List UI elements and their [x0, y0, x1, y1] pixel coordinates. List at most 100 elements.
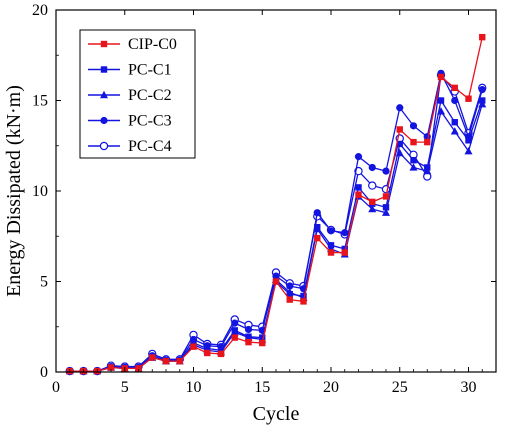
- legend-item-pc-c2: PC-C2: [88, 87, 172, 104]
- legend-marker: [100, 40, 108, 48]
- legend-item-pc-c3: PC-C3: [88, 113, 172, 130]
- data-point-pc-c4: [368, 181, 377, 190]
- y-tick-label: 10: [32, 183, 48, 200]
- data-point-pc-c3: [244, 325, 253, 334]
- data-point-pc-c3: [313, 209, 321, 217]
- data-point-cip-c0: [231, 334, 238, 341]
- x-tick-label: 25: [392, 379, 408, 396]
- data-point-pc-c1: [217, 347, 225, 354]
- x-tick-label: 30: [461, 379, 477, 396]
- data-point-pc-c3: [327, 227, 335, 235]
- data-point-pc-c1: [190, 339, 197, 347]
- data-point-cip-c0: [300, 298, 307, 305]
- data-point-pc-c3: [354, 153, 363, 161]
- data-point-cip-c0: [272, 278, 280, 285]
- data-point-pc-c1: [259, 334, 266, 341]
- data-point-cip-c0: [217, 350, 225, 358]
- x-tick-label: 0: [52, 379, 60, 396]
- data-point-pc-c2: [464, 146, 473, 155]
- data-point-cip-c0: [424, 138, 431, 146]
- legend-box: [79, 29, 196, 159]
- legend: CIP-C0 PC-C1 PC-C2 PC-C3 PC-C4: [79, 29, 196, 159]
- data-point-pc-c1: [245, 333, 252, 340]
- y-tick-label: 0: [40, 364, 48, 381]
- data-point-cip-c0: [382, 193, 390, 200]
- axis-layer: 0 5 10 15 20 25 30 0 5 10 15 20: [32, 2, 496, 396]
- x-tick-label: 10: [186, 379, 202, 396]
- data-point-cip-c0: [479, 33, 486, 41]
- data-point-pc-c1: [231, 327, 238, 334]
- legend-marker: [100, 90, 108, 99]
- data-point-cip-c0: [396, 126, 403, 133]
- data-point-cip-c0: [190, 343, 197, 350]
- data-point-cip-c0: [465, 95, 472, 102]
- x-tick-label: 15: [254, 379, 270, 396]
- data-point-cip-c0: [245, 338, 252, 346]
- data-point-pc-c1: [437, 97, 445, 104]
- data-point-cip-c0: [410, 138, 417, 146]
- data-point-pc-c3: [368, 163, 376, 172]
- legend-item-pc-c4: PC-C4: [88, 138, 172, 155]
- data-point-cip-c0: [327, 249, 335, 256]
- y-tick-label: 20: [32, 2, 48, 19]
- legend-label: CIP-C0: [128, 36, 177, 53]
- data-point-cip-c0: [176, 357, 183, 365]
- y-tick-label: 15: [32, 93, 48, 110]
- data-point-pc-c3: [231, 319, 239, 327]
- data-point-cip-c0: [437, 73, 445, 81]
- data-point-cip-c0: [286, 296, 293, 303]
- legend-label: PC-C3: [128, 113, 172, 130]
- data-point-pc-c1: [341, 245, 348, 253]
- legend-marker: [100, 116, 108, 125]
- data-point-pc-c3: [396, 104, 404, 112]
- data-point-pc-c1: [465, 137, 472, 144]
- data-point-pc-c1: [300, 292, 307, 300]
- data-point-cip-c0: [107, 364, 115, 371]
- legend-label: PC-C2: [128, 87, 172, 104]
- y-axis-title: Energy Dissipated (kN·m): [3, 85, 25, 297]
- x-tick-label: 20: [323, 379, 339, 396]
- data-point-pc-c1: [424, 164, 431, 171]
- data-point-pc-c1: [396, 140, 403, 148]
- data-point-cip-c0: [341, 249, 348, 256]
- data-point-cip-c0: [149, 354, 156, 361]
- data-point-pc-c3: [451, 96, 459, 105]
- data-point-pc-c3: [382, 167, 390, 175]
- data-point-pc-c1: [204, 345, 211, 352]
- x-tick-label: 5: [121, 379, 129, 396]
- data-point-cip-c0: [451, 84, 458, 92]
- data-point-pc-c1: [479, 97, 486, 104]
- data-point-pc-c1: [286, 290, 293, 298]
- legend-label: PC-C4: [128, 138, 172, 155]
- data-point-pc-c1: [451, 119, 458, 126]
- legend-item-cip-c0: CIP-C0: [88, 36, 177, 53]
- data-point-cip-c0: [369, 198, 376, 206]
- data-point-cip-c0: [135, 365, 142, 372]
- legend-item-pc-c1: PC-C1: [88, 62, 172, 79]
- data-point-cip-c0: [314, 234, 321, 242]
- data-point-pc-c2: [409, 163, 418, 171]
- data-point-pc-c3: [341, 229, 349, 237]
- data-point-cip-c0: [162, 357, 170, 365]
- data-point-cip-c0: [355, 191, 362, 198]
- x-axis-title: Cycle: [253, 403, 300, 425]
- data-point-cip-c0: [204, 349, 211, 357]
- series-cip-c0: [66, 33, 486, 375]
- data-point-pc-c1: [327, 242, 335, 249]
- data-point-pc-c1: [410, 157, 417, 164]
- data-point-pc-c1: [382, 204, 390, 211]
- data-point-pc-c1: [314, 224, 321, 231]
- data-point-pc-c2: [368, 204, 377, 213]
- data-point-pc-c3: [409, 122, 418, 130]
- data-point-pc-c3: [286, 282, 294, 290]
- legend-marker: [100, 66, 108, 73]
- legend-label: PC-C1: [128, 62, 172, 79]
- data-point-pc-c2: [450, 127, 459, 135]
- y-tick-label: 5: [40, 274, 48, 291]
- data-point-cip-c0: [259, 339, 266, 347]
- data-point-pc-c3: [478, 86, 486, 94]
- data-point-pc-c2: [382, 208, 390, 216]
- data-point-pc-c1: [355, 184, 362, 191]
